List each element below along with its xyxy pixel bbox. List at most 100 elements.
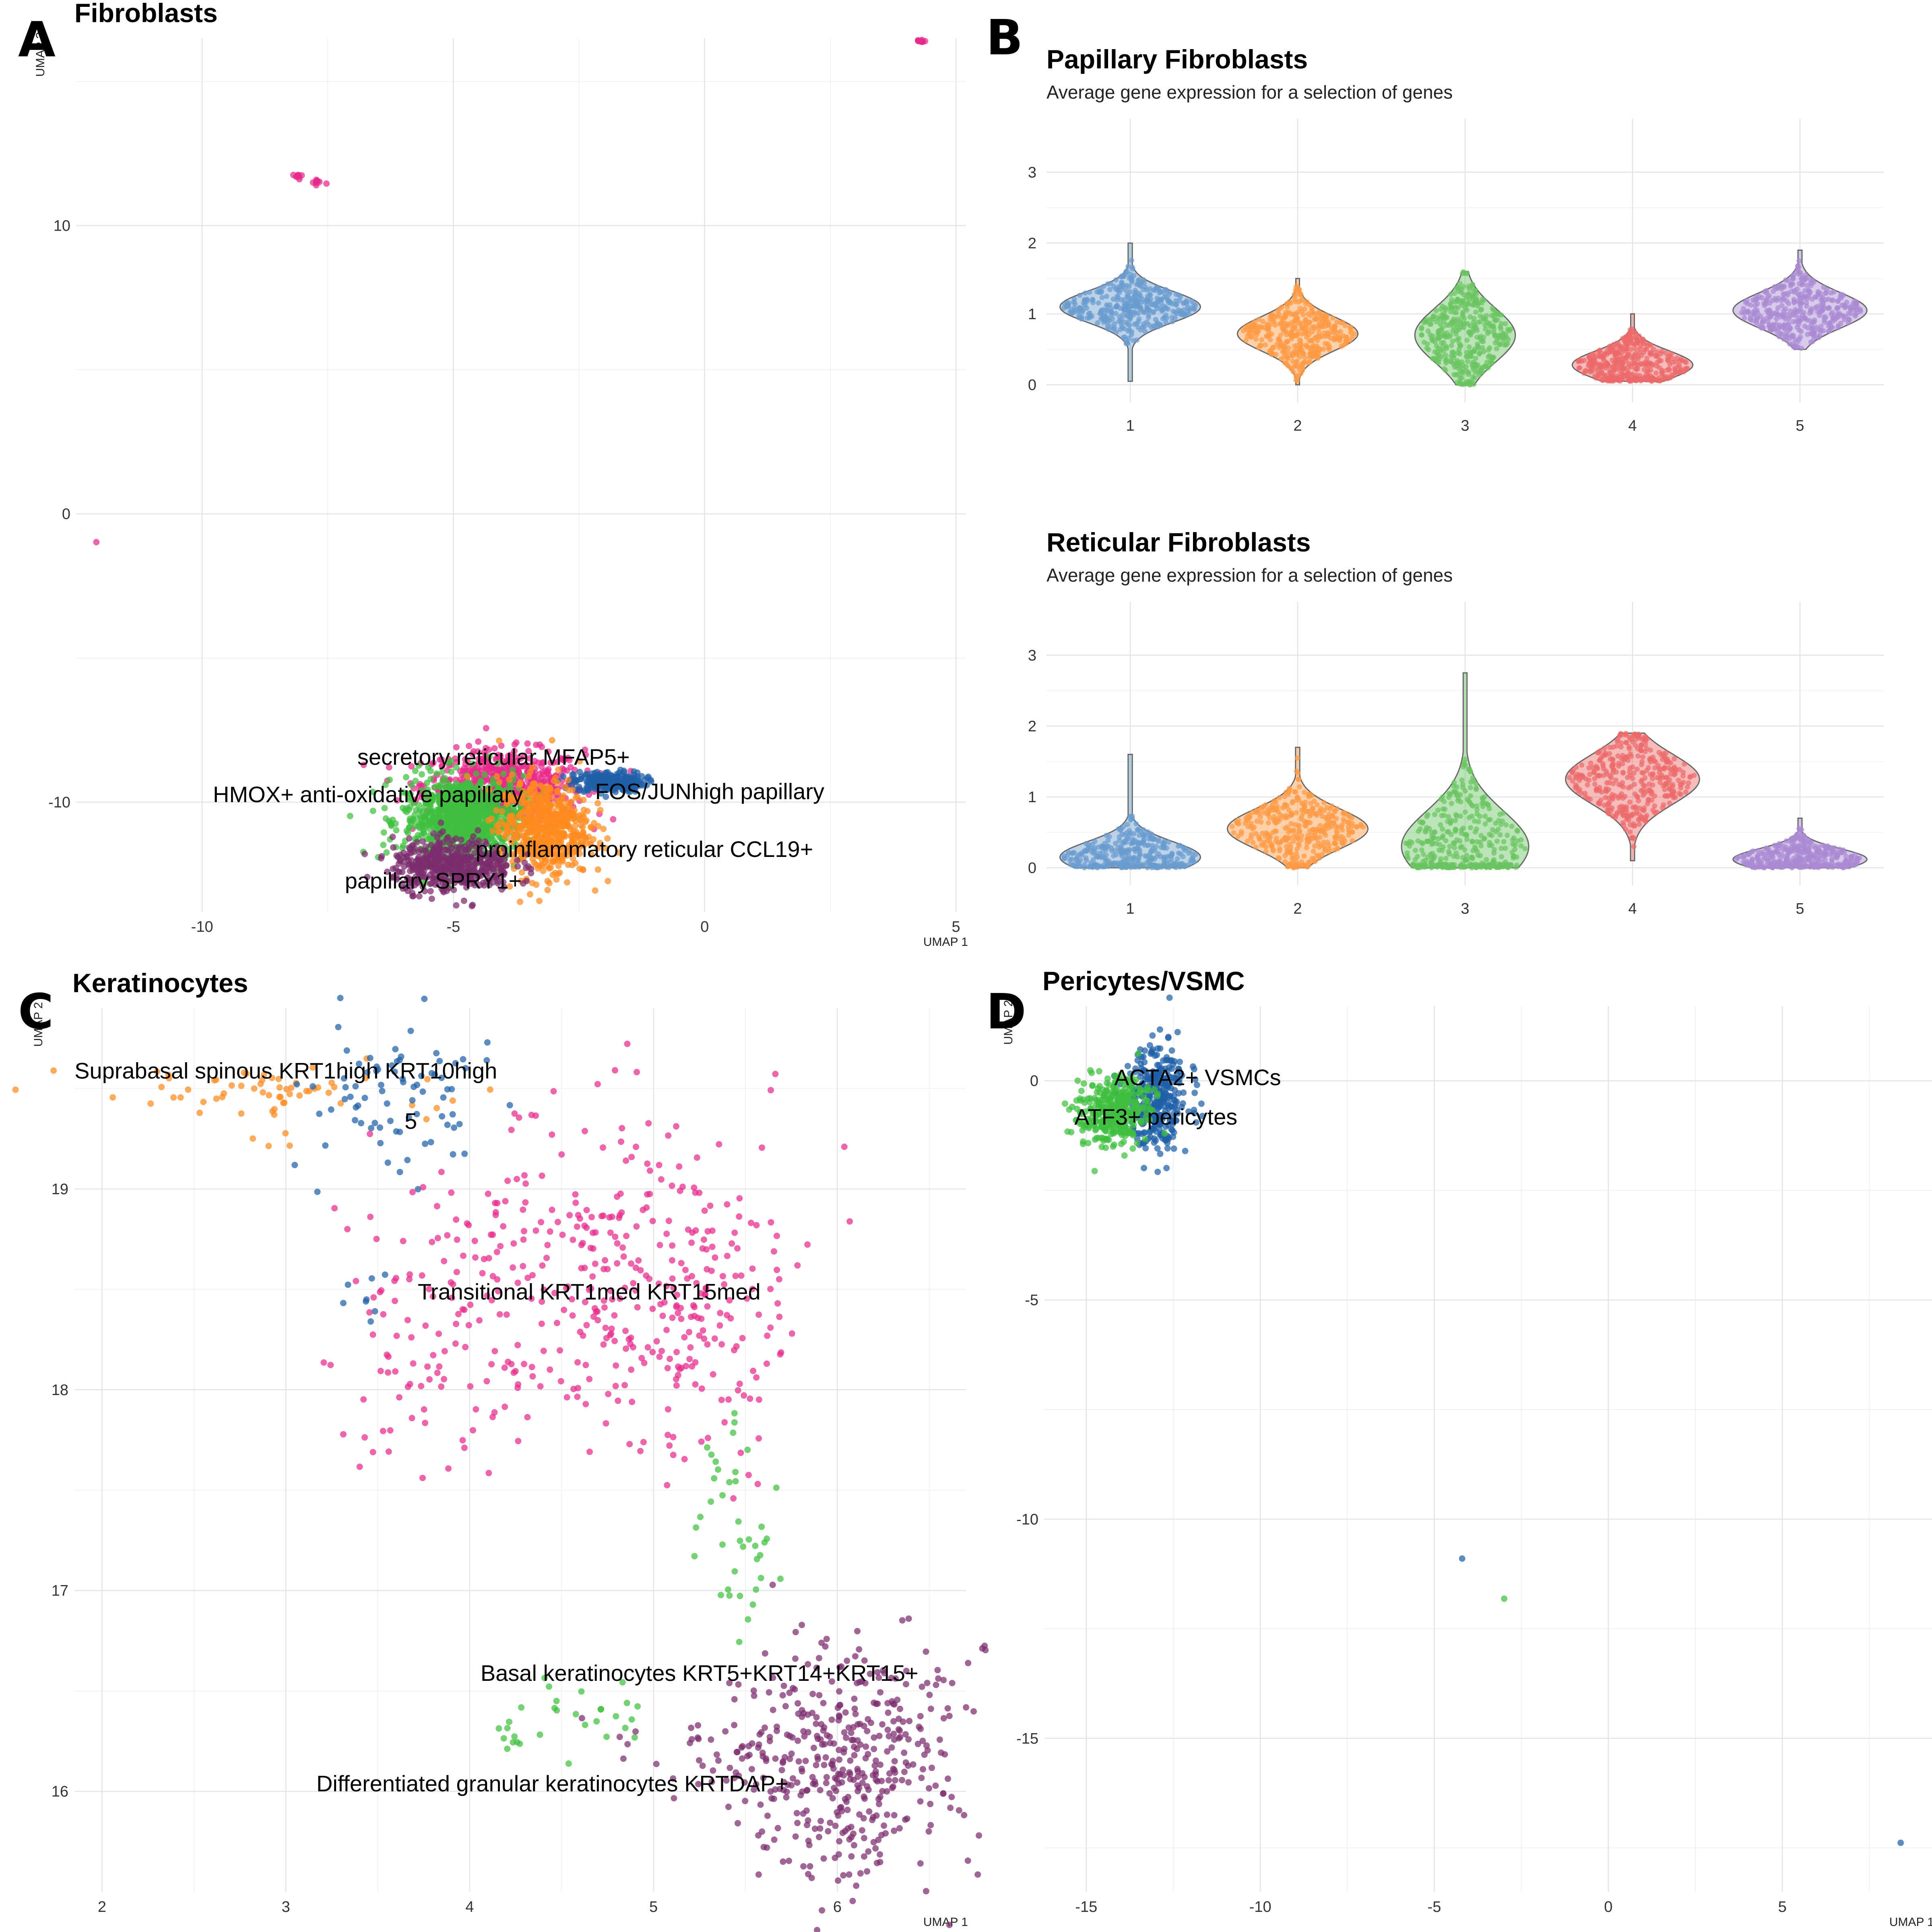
- violin-point: [1297, 337, 1303, 343]
- violin-point: [1419, 325, 1424, 330]
- violin-point: [1661, 376, 1667, 382]
- violin-point: [1635, 366, 1641, 372]
- violin-point: [1599, 369, 1604, 375]
- violin-point: [1847, 304, 1853, 310]
- data-point: [528, 802, 535, 809]
- violin-point: [1443, 353, 1449, 358]
- violin-point: [1489, 313, 1494, 318]
- violin-point: [1835, 314, 1840, 320]
- data-point: [440, 839, 447, 846]
- violin-point: [1149, 325, 1154, 330]
- violin-point: [1121, 326, 1127, 332]
- data-point: [447, 840, 454, 847]
- data-point: [537, 782, 544, 789]
- violin-point: [1475, 341, 1480, 347]
- data-point: [508, 753, 515, 760]
- data-point: [545, 748, 552, 755]
- violin-point: [1767, 300, 1773, 306]
- data-point: [462, 847, 469, 854]
- violin-point: [1069, 310, 1074, 316]
- violin-point: [1610, 373, 1615, 379]
- data-point: [594, 769, 601, 776]
- data-point: [415, 856, 421, 863]
- data-point: [411, 811, 418, 818]
- violin-point: [1294, 352, 1300, 357]
- violin-point: [1292, 333, 1297, 339]
- violin-point: [1774, 297, 1779, 303]
- data-point: [524, 828, 531, 835]
- data-point: [380, 842, 387, 848]
- violin-point: [1748, 317, 1753, 322]
- violin-point: [1447, 305, 1453, 311]
- violin-point: [1781, 291, 1786, 297]
- violin-point: [1472, 290, 1478, 295]
- violin-point: [1321, 346, 1326, 352]
- violin-point: [1487, 323, 1493, 329]
- violin-point: [1141, 310, 1147, 315]
- data-point: [397, 858, 404, 865]
- data-point: [430, 830, 437, 837]
- violin-point: [1483, 326, 1488, 332]
- violin-point: [1125, 822, 1130, 828]
- data-point: [522, 819, 529, 826]
- data-point: [433, 855, 440, 862]
- violin-point: [1110, 296, 1116, 302]
- data-point: [495, 737, 502, 744]
- data-point: [489, 828, 496, 834]
- data-point: [587, 774, 594, 781]
- violin-point: [1302, 306, 1308, 312]
- data-point: [475, 738, 482, 745]
- violin-point: [1743, 309, 1748, 315]
- violin-point: [1620, 365, 1626, 371]
- violin-point: [1284, 304, 1290, 310]
- violin-point: [1821, 285, 1827, 290]
- data-point: [428, 895, 435, 902]
- violin-point: [1651, 376, 1656, 381]
- data-point: [535, 815, 541, 822]
- cluster-label: FOS/JUNhigh papillary: [595, 779, 824, 804]
- violin-point: [1648, 343, 1653, 348]
- data-point: [495, 829, 502, 836]
- violin-point: [1125, 321, 1131, 327]
- data-point: [483, 766, 489, 772]
- data-point: [475, 827, 481, 834]
- violin-point: [1338, 329, 1343, 334]
- data-point: [539, 760, 545, 766]
- violin-point: [1764, 308, 1769, 314]
- violin-point: [1625, 364, 1631, 369]
- violin-point: [1191, 301, 1197, 307]
- violin-point: [1476, 351, 1482, 357]
- violin-points: [1739, 258, 1863, 351]
- violin-point: [1754, 301, 1760, 307]
- violin-point: [1290, 327, 1296, 332]
- violin-point: [1789, 281, 1795, 287]
- data-point: [409, 893, 416, 900]
- violin-point: [1798, 334, 1803, 340]
- data-point: [582, 746, 588, 753]
- violin-point: [1464, 337, 1470, 343]
- data-point: [438, 819, 444, 826]
- violin-point: [1459, 303, 1465, 308]
- violin-point: [1778, 331, 1783, 336]
- violin-point: [1108, 312, 1114, 318]
- data-point: [406, 824, 413, 831]
- violin-point: [1629, 340, 1635, 345]
- y-axis-label: UMAP 2: [34, 32, 47, 76]
- data-point: [556, 869, 563, 876]
- violin-point: [1282, 323, 1287, 329]
- data-point: [569, 787, 576, 794]
- violin-point: [1499, 321, 1504, 326]
- violin-point: [1790, 274, 1796, 279]
- violin-point: [1330, 329, 1336, 335]
- data-point: [431, 846, 438, 853]
- violin-point: [1279, 304, 1284, 310]
- violin-point: [1077, 293, 1083, 298]
- data-point: [417, 781, 423, 788]
- y-tick-label: 3: [1028, 164, 1036, 181]
- data-point: [453, 902, 460, 909]
- violin-point: [1779, 298, 1784, 303]
- violin-point: [1173, 298, 1179, 303]
- violin-point: [1434, 343, 1439, 349]
